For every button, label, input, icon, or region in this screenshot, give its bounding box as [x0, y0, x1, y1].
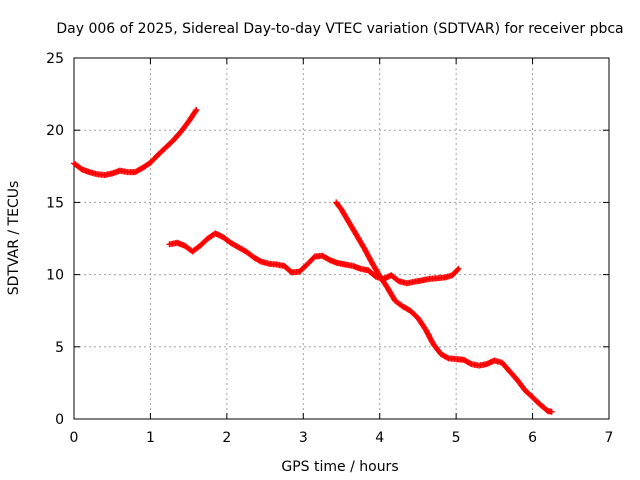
y-tick-label: 10 — [46, 268, 64, 284]
plot-frame — [73, 57, 610, 420]
y-tick-label: 25 — [46, 51, 64, 67]
y-axis-label: SDTVAR / TECUs — [6, 181, 22, 296]
series-track-1 — [71, 107, 200, 178]
x-tick-label: 5 — [452, 430, 461, 446]
x-tick-label: 0 — [70, 430, 79, 446]
series-track-2 — [166, 230, 462, 287]
grid — [74, 58, 609, 419]
y-tick-label: 15 — [46, 195, 64, 211]
x-tick-label: 2 — [222, 430, 231, 446]
x-tick-label: 6 — [528, 430, 537, 446]
series-group — [71, 107, 555, 415]
data-point — [454, 266, 461, 273]
chart-title: Day 006 of 2025, Sidereal Day-to-day VTE… — [56, 21, 623, 37]
axis-ticks — [73, 57, 610, 420]
x-tick-label: 3 — [299, 430, 308, 446]
series-track-3 — [333, 199, 555, 415]
y-tick-labels: 0 5 10 15 20 25 — [46, 51, 64, 428]
data-point — [455, 265, 462, 272]
y-tick-label: 0 — [55, 412, 64, 428]
data-point — [548, 408, 555, 415]
y-tick-label: 20 — [46, 123, 64, 139]
data-point — [193, 107, 200, 113]
x-tick-labels: 0 1 2 3 4 5 6 7 — [70, 430, 614, 446]
x-tick-label: 4 — [375, 430, 384, 446]
y-tick-label: 5 — [55, 340, 64, 356]
x-tick-label: 1 — [146, 430, 155, 446]
x-axis-label: GPS time / hours — [281, 459, 398, 475]
x-tick-label: 7 — [605, 430, 614, 446]
